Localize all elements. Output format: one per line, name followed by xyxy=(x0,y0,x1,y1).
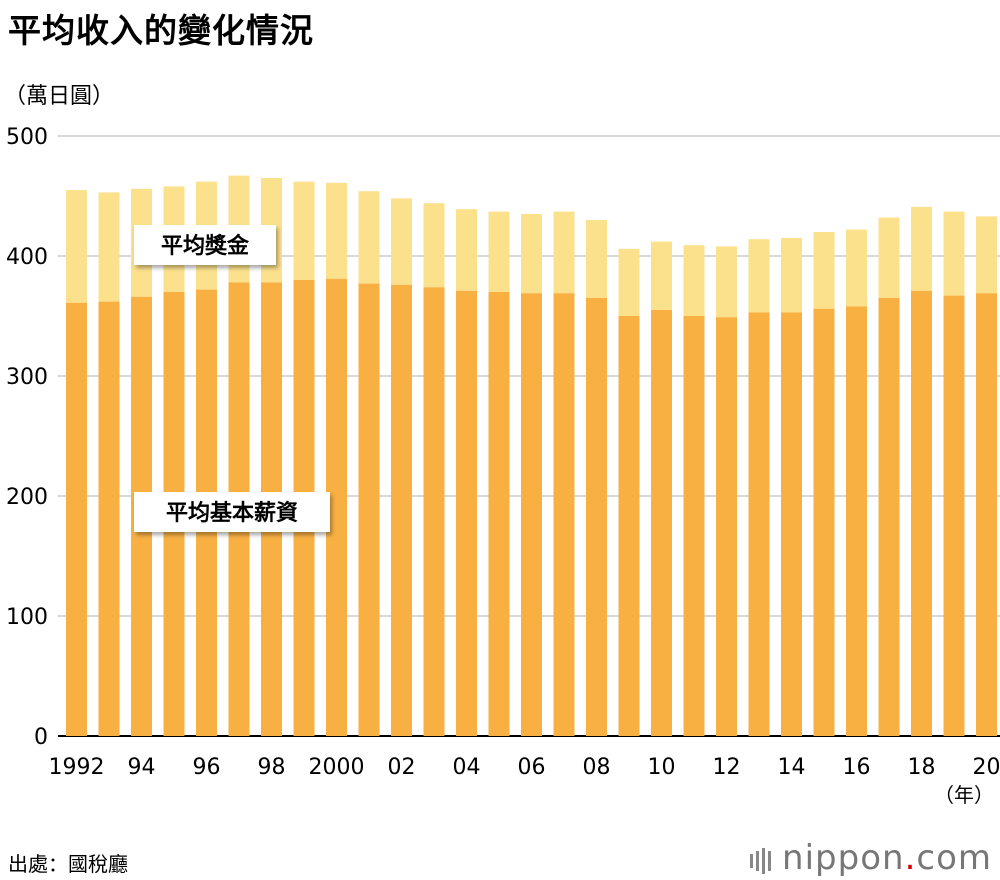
bar-base-salary xyxy=(358,283,380,736)
y-tick-label: 500 xyxy=(6,125,48,150)
bar-base-salary xyxy=(98,301,120,736)
brand-logo: nippon.com xyxy=(750,838,992,880)
bar-base-salary xyxy=(391,284,412,736)
bar-bonus xyxy=(748,239,770,313)
bar-base-salary xyxy=(683,316,705,736)
bar-base-salary xyxy=(66,302,87,736)
bar-base-salary xyxy=(943,295,965,736)
bar-bonus xyxy=(878,217,900,298)
bar-base-salary xyxy=(748,312,770,736)
y-tick-label: 300 xyxy=(6,365,48,390)
bar-base-salary xyxy=(488,292,510,736)
x-tick-label: 08 xyxy=(583,755,611,780)
bar-base-salary xyxy=(423,287,445,736)
bar-bonus xyxy=(391,198,412,285)
bar-base-salary xyxy=(813,308,835,736)
bar-base-salary xyxy=(586,298,607,736)
bar-bonus xyxy=(911,206,932,291)
bar-base-salary xyxy=(911,290,932,736)
bar-bonus xyxy=(976,216,997,294)
bar-base-salary xyxy=(976,293,997,736)
x-tick-label: 02 xyxy=(388,755,416,780)
bar-base-salary xyxy=(651,310,672,736)
bar-base-salary xyxy=(716,317,737,736)
x-tick-label: 96 xyxy=(193,755,221,780)
y-tick-label: 400 xyxy=(6,245,48,270)
bar-bonus xyxy=(488,211,510,292)
bar-bonus xyxy=(651,241,672,310)
x-tick-label: 18 xyxy=(908,755,936,780)
source-note: 出處：國稅廳 xyxy=(8,852,128,876)
bar-bonus xyxy=(846,229,867,307)
annotation-bonus: 平均獎金 xyxy=(161,233,250,259)
bar-bonus xyxy=(293,181,315,280)
bar-base-salary xyxy=(521,293,542,736)
y-tick-label: 200 xyxy=(6,485,48,510)
bar-base-salary xyxy=(846,306,867,736)
bar-bonus xyxy=(98,192,120,302)
bar-base-salary xyxy=(553,293,575,736)
bar-base-salary xyxy=(326,278,347,736)
bar-bonus xyxy=(456,209,477,291)
x-tick-label: 04 xyxy=(453,755,481,780)
x-tick-label: 94 xyxy=(128,755,156,780)
bar-bonus xyxy=(521,214,542,294)
bar-base-salary xyxy=(618,316,640,736)
x-tick-label: 06 xyxy=(518,755,546,780)
y-tick-label: 100 xyxy=(6,605,48,630)
y-axis-unit-label: （萬日圓） xyxy=(4,84,115,109)
brand-name: nippon xyxy=(782,838,905,878)
brand-suffix: com xyxy=(916,838,992,878)
bar-bonus xyxy=(586,220,607,298)
bar-bonus xyxy=(66,190,87,303)
brand-dot: . xyxy=(904,838,917,878)
bar-bonus xyxy=(716,246,737,318)
x-tick-label: 10 xyxy=(648,755,676,780)
annotation-base-salary-box xyxy=(134,492,330,532)
bar-bonus xyxy=(781,238,802,313)
x-tick-label: 98 xyxy=(258,755,286,780)
bar-base-salary xyxy=(456,290,477,736)
x-axis-unit-label: （年） xyxy=(934,783,994,807)
bar-bonus xyxy=(326,182,347,279)
x-tick-label: 2000 xyxy=(309,755,365,780)
x-tick-label: 1992 xyxy=(49,755,105,780)
annotation-bonus-box xyxy=(134,225,276,265)
bar-bonus xyxy=(423,203,445,288)
bar-bonus xyxy=(943,211,965,296)
bar-bonus xyxy=(553,211,575,294)
x-tick-label: 14 xyxy=(778,755,806,780)
brand-bars-icon xyxy=(750,840,774,880)
bar-bonus xyxy=(358,191,380,284)
y-tick-label: 0 xyxy=(34,725,48,750)
chart-title: 平均收入的變化情況 xyxy=(8,11,314,50)
annotation-base-salary: 平均基本薪資 xyxy=(166,500,298,526)
bar-bonus xyxy=(618,248,640,316)
bar-base-salary xyxy=(781,312,802,736)
bar-bonus xyxy=(813,232,835,309)
x-tick-label: 20 xyxy=(973,755,1000,780)
x-tick-label: 16 xyxy=(843,755,871,780)
bar-bonus xyxy=(683,245,705,316)
bar-base-salary xyxy=(878,298,900,736)
x-tick-label: 12 xyxy=(713,755,741,780)
